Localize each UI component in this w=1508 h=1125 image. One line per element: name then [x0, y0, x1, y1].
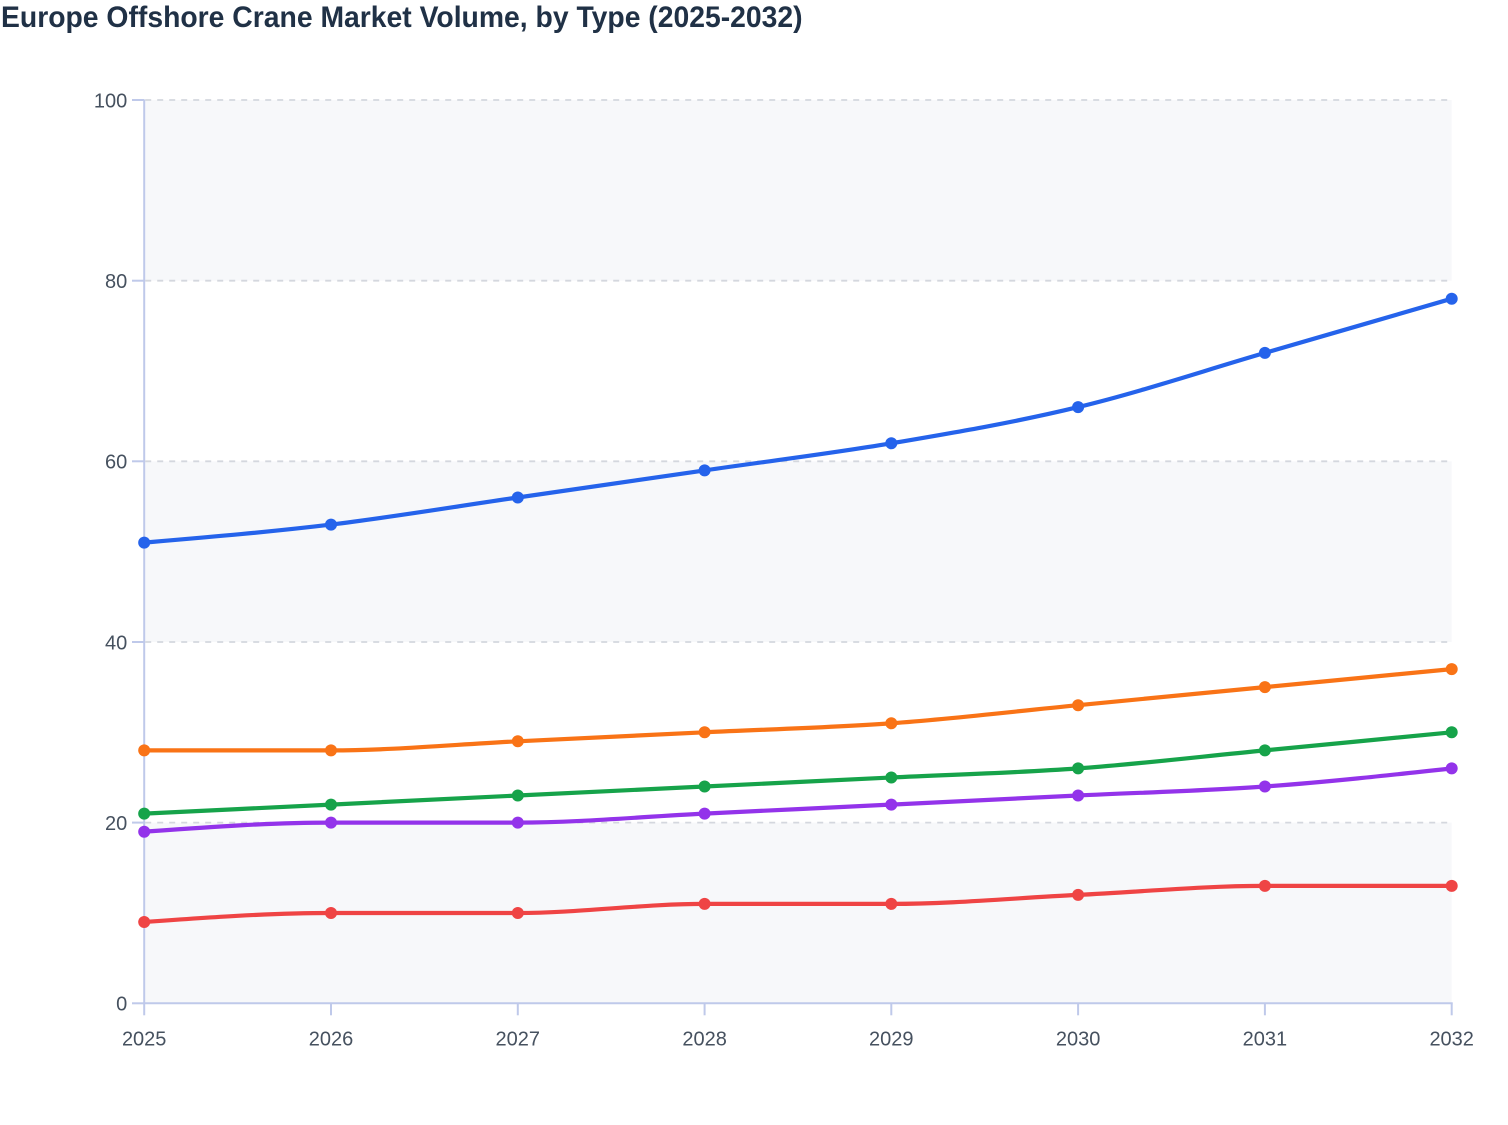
svg-text:2032: 2032: [1429, 1029, 1474, 1051]
svg-text:2029: 2029: [869, 1029, 914, 1051]
svg-text:40: 40: [105, 632, 127, 654]
svg-text:0: 0: [116, 994, 127, 1016]
svg-text:2030: 2030: [1056, 1029, 1101, 1051]
svg-text:2031: 2031: [1243, 1029, 1288, 1051]
svg-text:2026: 2026: [309, 1029, 354, 1051]
svg-text:60: 60: [105, 452, 127, 474]
svg-text:20: 20: [105, 813, 127, 835]
svg-text:100: 100: [94, 90, 127, 112]
svg-text:80: 80: [105, 271, 127, 293]
svg-text:2027: 2027: [496, 1029, 541, 1051]
svg-text:2028: 2028: [682, 1029, 727, 1051]
svg-text:2025: 2025: [122, 1029, 167, 1051]
